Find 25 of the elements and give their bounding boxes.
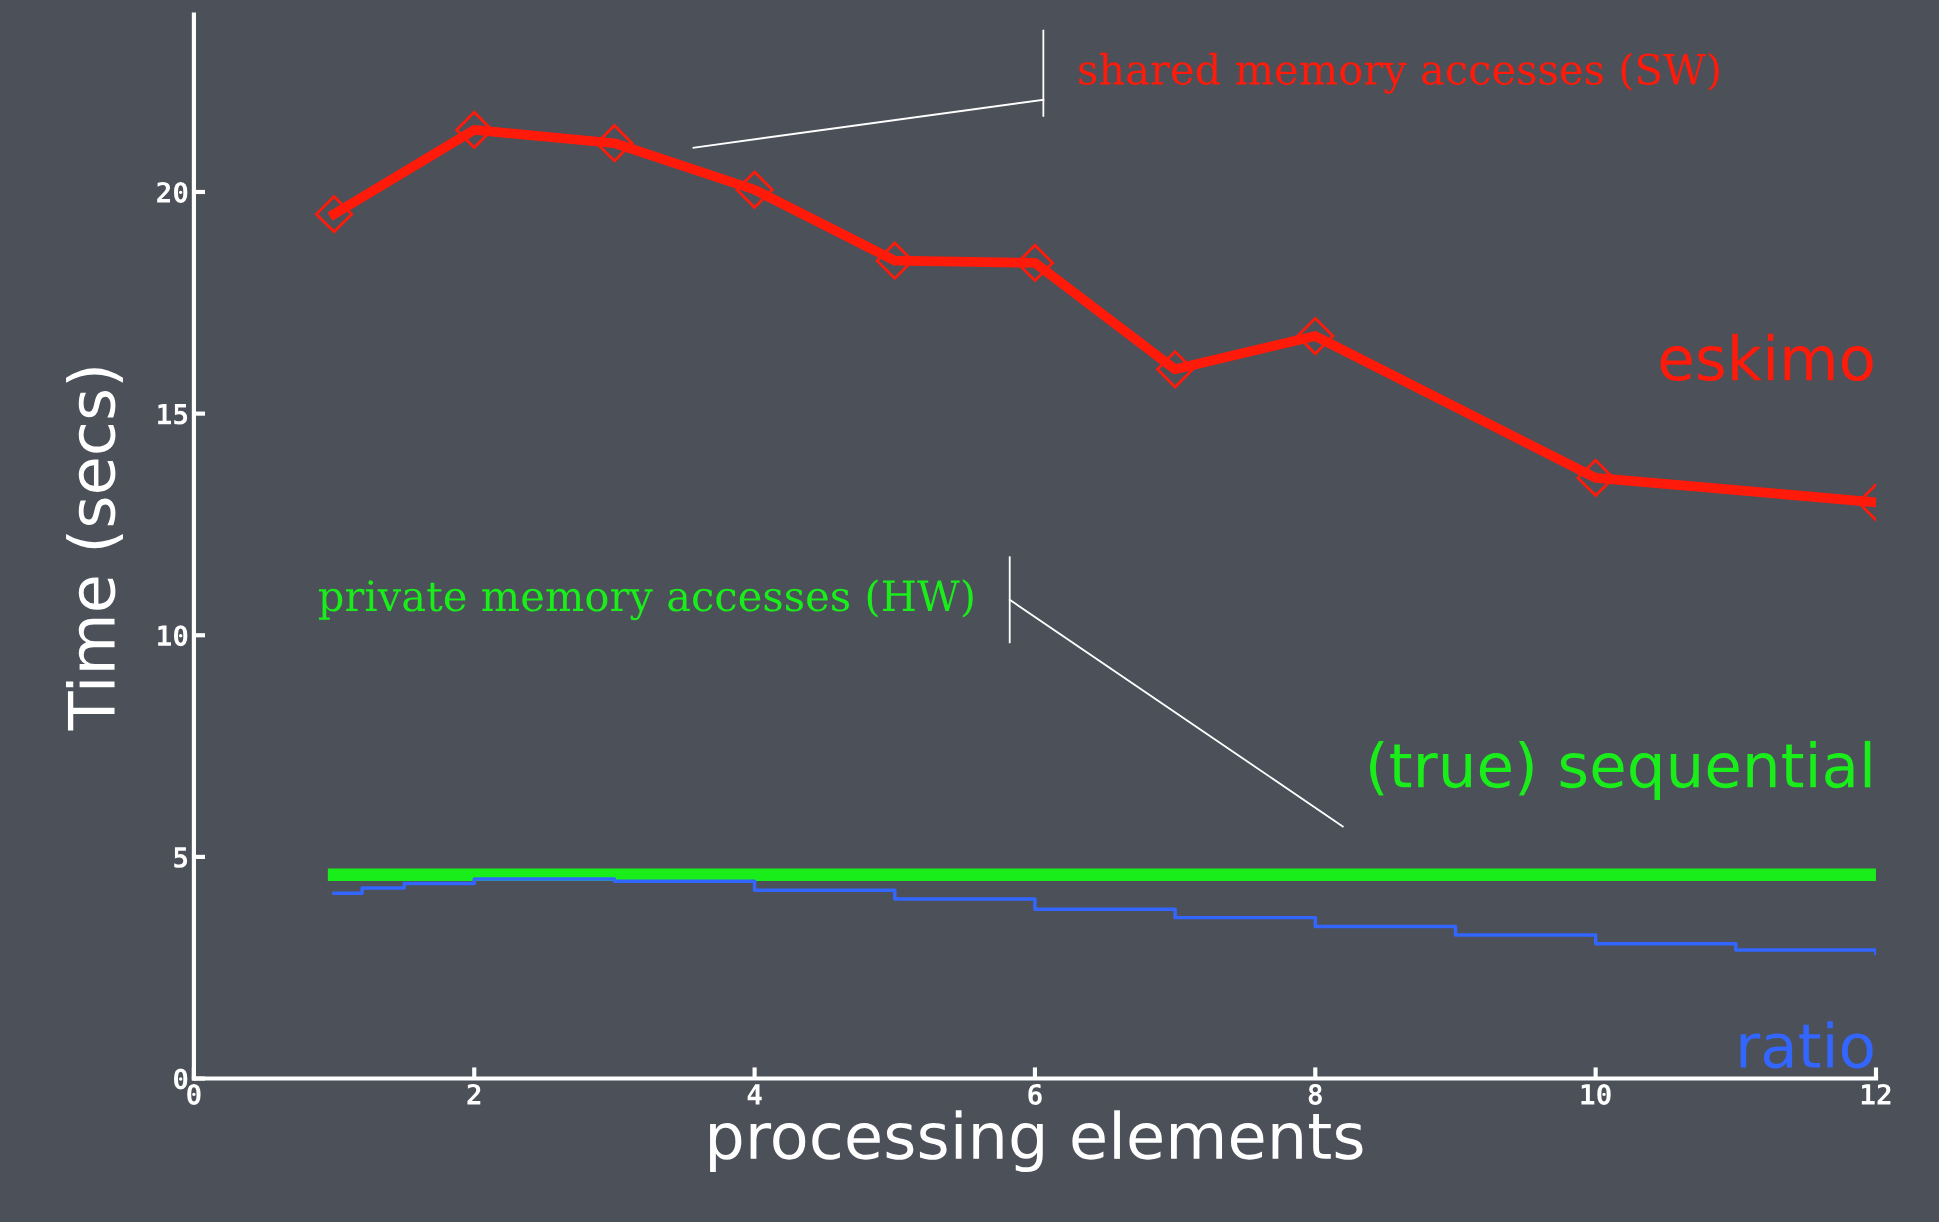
y-tick-label: 20 — [157, 181, 188, 203]
x-tick-label: 8 — [1308, 1083, 1322, 1105]
x-tick-label: 2 — [467, 1083, 481, 1105]
point — [1156, 350, 1195, 389]
point — [735, 170, 774, 209]
x-tick-label: 10 — [1581, 1083, 1611, 1105]
point — [455, 110, 494, 149]
x-axis-title: processing elements — [710, 1110, 1363, 1173]
point — [595, 124, 634, 163]
annotation: private memory accesses (HW) — [318, 579, 973, 621]
y-tick-label: 0 — [173, 1068, 188, 1090]
annotation: shared memory accesses (SW) — [1079, 52, 1719, 94]
x-tick-label: 12 — [1861, 1083, 1891, 1105]
series-label: eskimo — [1660, 333, 1873, 382]
x-tick-label: 6 — [1028, 1083, 1042, 1105]
y-tick-label: 15 — [158, 403, 188, 425]
y-tick-label: 5 — [174, 847, 188, 868]
point — [1296, 316, 1335, 356]
series-label: ratio — [1740, 1021, 1873, 1069]
series-label: (true) sequential — [1370, 740, 1871, 801]
y-axis-title: Time (secs) — [65, 368, 123, 731]
x-tick-label: 4 — [747, 1084, 762, 1105]
y-tick-label: 10 — [158, 625, 188, 647]
point — [1576, 458, 1615, 497]
point — [315, 195, 354, 234]
